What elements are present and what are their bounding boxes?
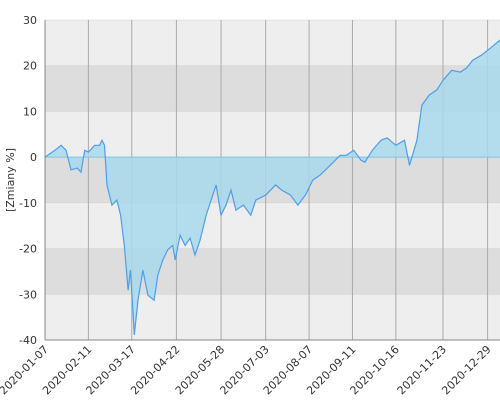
- y-tick-label: -20: [19, 243, 37, 256]
- y-tick-label: -30: [19, 288, 37, 301]
- y-tick-label: -40: [19, 334, 37, 347]
- y-tick-label: 30: [23, 14, 37, 27]
- plot-band: [45, 248, 500, 295]
- y-tick-label: 0: [30, 151, 37, 164]
- line: [44, 39, 500, 336]
- y-tick-label: 20: [23, 60, 37, 73]
- y-axis-label: [Zmiany %]: [4, 148, 17, 212]
- y-tick-label: 10: [23, 105, 37, 118]
- y-tick-label: -10: [19, 197, 37, 210]
